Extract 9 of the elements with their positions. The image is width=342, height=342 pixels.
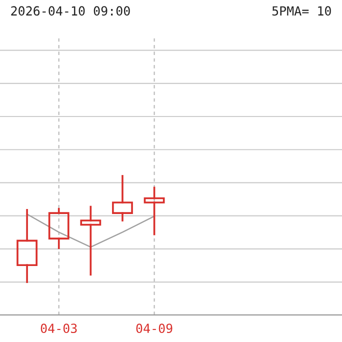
x-tick-label: 04-03 — [40, 324, 77, 334]
candlestick — [48, 208, 70, 250]
candlestick — [80, 206, 102, 276]
candlestick — [16, 209, 38, 283]
text: 5PMA= 10 — [272, 6, 331, 16]
candlestick — [144, 186, 165, 236]
text: 2026-04-10 09:00 — [11, 6, 130, 16]
x-tick-label: 04-09 — [136, 324, 172, 334]
candlestick — [112, 175, 133, 222]
